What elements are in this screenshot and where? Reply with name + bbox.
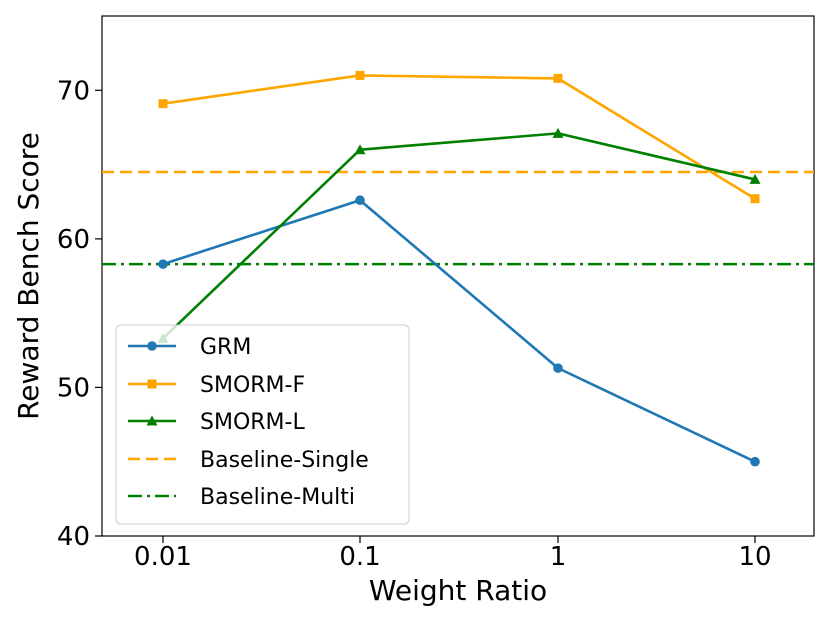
series-line-grm bbox=[162, 198, 756, 463]
y-axis-ticks: 40 50 60 70 bbox=[57, 76, 102, 552]
series-line-smorm-l bbox=[162, 132, 756, 340]
legend-label-grm: GRM bbox=[200, 335, 251, 360]
legend-marker-smorm-f bbox=[147, 379, 157, 389]
x-axis-label: Weight Ratio bbox=[369, 574, 547, 607]
x-axis-ticks: 0.01 0.1 1 10 bbox=[134, 536, 772, 572]
legend-marker-grm bbox=[147, 341, 157, 351]
data-point-smorm-l-1 bbox=[552, 127, 564, 138]
y-tick-label: 60 bbox=[57, 225, 90, 255]
legend-marker-smorm-l bbox=[146, 415, 158, 426]
data-point-smorm-f-0.1 bbox=[355, 70, 365, 80]
y-axis-label: Reward Bench Score bbox=[12, 132, 45, 420]
series-line-smorm-f bbox=[162, 74, 756, 200]
x-tick-label: 10 bbox=[738, 542, 771, 572]
data-point-smorm-f-1 bbox=[553, 73, 563, 83]
y-tick-label: 40 bbox=[57, 522, 90, 552]
data-point-grm-0.01 bbox=[158, 259, 168, 269]
data-point-smorm-f-0.01 bbox=[158, 99, 168, 109]
y-tick-label: 70 bbox=[57, 76, 90, 106]
data-point-grm-10 bbox=[750, 456, 760, 467]
legend-frame bbox=[115, 324, 410, 525]
legend-label-baseline-multi: Baseline-Multi bbox=[200, 485, 355, 510]
legend-label-baseline-single: Baseline-Single bbox=[200, 448, 369, 473]
x-tick-label: 0.01 bbox=[134, 542, 192, 572]
legend-label-smorm-f: SMORM-F bbox=[200, 373, 305, 398]
data-point-grm-1 bbox=[553, 363, 563, 373]
series-lines bbox=[162, 74, 756, 463]
plot-area-frame bbox=[101, 15, 815, 537]
reference-lines bbox=[102, 170, 814, 266]
data-point-smorm-f-10 bbox=[750, 194, 760, 204]
x-tick-label: 1 bbox=[550, 542, 567, 572]
legend: GRM SMORM-F SMORM-L Baseline-Single Baseline… bbox=[115, 324, 410, 525]
data-point-smorm-l-0.1 bbox=[354, 144, 366, 155]
data-point-grm-0.1 bbox=[355, 195, 365, 206]
legend-label-smorm-l: SMORM-L bbox=[200, 410, 305, 435]
y-tick-label: 50 bbox=[57, 373, 90, 403]
data-point-smorm-l-10 bbox=[749, 173, 761, 184]
x-tick-label: 0.1 bbox=[339, 542, 380, 572]
